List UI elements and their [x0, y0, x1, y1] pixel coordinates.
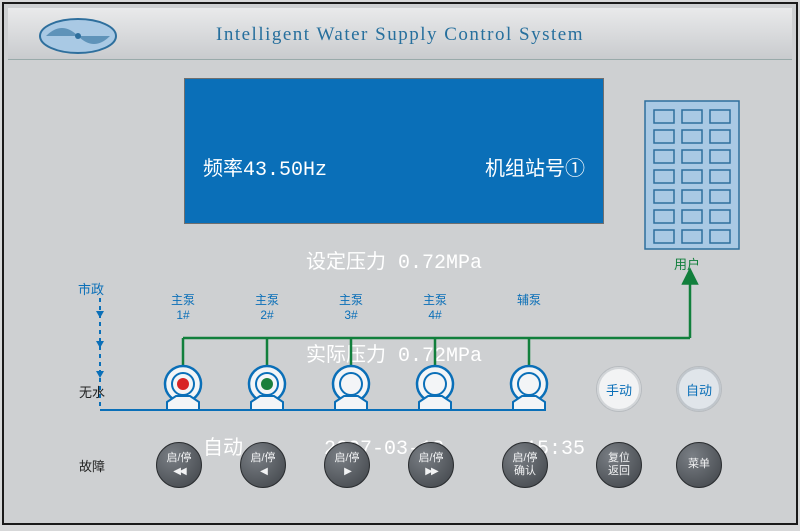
- header: Intelligent Water Supply Control System: [8, 8, 792, 60]
- lcd-display: 频率43.50Hz 机组站号① 设定压力 0.72MPa 实际压力 0.72MP…: [184, 78, 604, 224]
- pump-label-2: 主泵2#: [237, 293, 297, 323]
- action-button-4[interactable]: 启/停▶▶: [408, 442, 454, 488]
- action-button-6[interactable]: 复位返回: [596, 442, 642, 488]
- pump-label-1: 主泵1#: [153, 293, 213, 323]
- pump-2: [240, 362, 294, 418]
- manual-button[interactable]: 手动: [596, 366, 642, 412]
- lcd-station: 机组站号①: [485, 155, 585, 186]
- action-button-7[interactable]: 菜单: [676, 442, 722, 488]
- pump-4: [408, 362, 462, 418]
- pump-label-4: 主泵4#: [405, 293, 465, 323]
- pump-label-5: 辅泵: [499, 293, 559, 308]
- pump-1: [156, 362, 210, 418]
- wushui-label: 无水: [62, 382, 122, 401]
- action-button-2[interactable]: 启/停◀: [240, 442, 286, 488]
- action-button-5[interactable]: 启/停确认: [502, 442, 548, 488]
- indicator-row: 无水 手动自动: [4, 362, 796, 422]
- action-button-3[interactable]: 启/停▶: [324, 442, 370, 488]
- user-label: 用户: [674, 254, 700, 273]
- lcd-set-pressure: 设定压力 0.72MPa: [203, 248, 585, 279]
- guzhang-label: 故障: [62, 456, 122, 475]
- auto-button[interactable]: 自动: [676, 366, 722, 412]
- pump-label-3: 主泵3#: [321, 293, 381, 323]
- building-icon: [644, 100, 740, 250]
- action-button-1[interactable]: 启/停◀◀: [156, 442, 202, 488]
- system-title: Intelligent Water Supply Control System: [8, 24, 792, 46]
- panel-frame: Intelligent Water Supply Control System …: [2, 2, 798, 525]
- lcd-freq: 频率43.50Hz: [203, 155, 327, 186]
- pump-3: [324, 362, 378, 418]
- pump-labels-row: 主泵1# 主泵2# 主泵3# 主泵4# 辅泵: [4, 293, 796, 327]
- action-row: 故障 启/停◀◀ 启/停◀ 启/停▶ 启/停▶▶ 启/停确认 复位返回菜单: [4, 442, 796, 502]
- pump-5: [502, 362, 556, 418]
